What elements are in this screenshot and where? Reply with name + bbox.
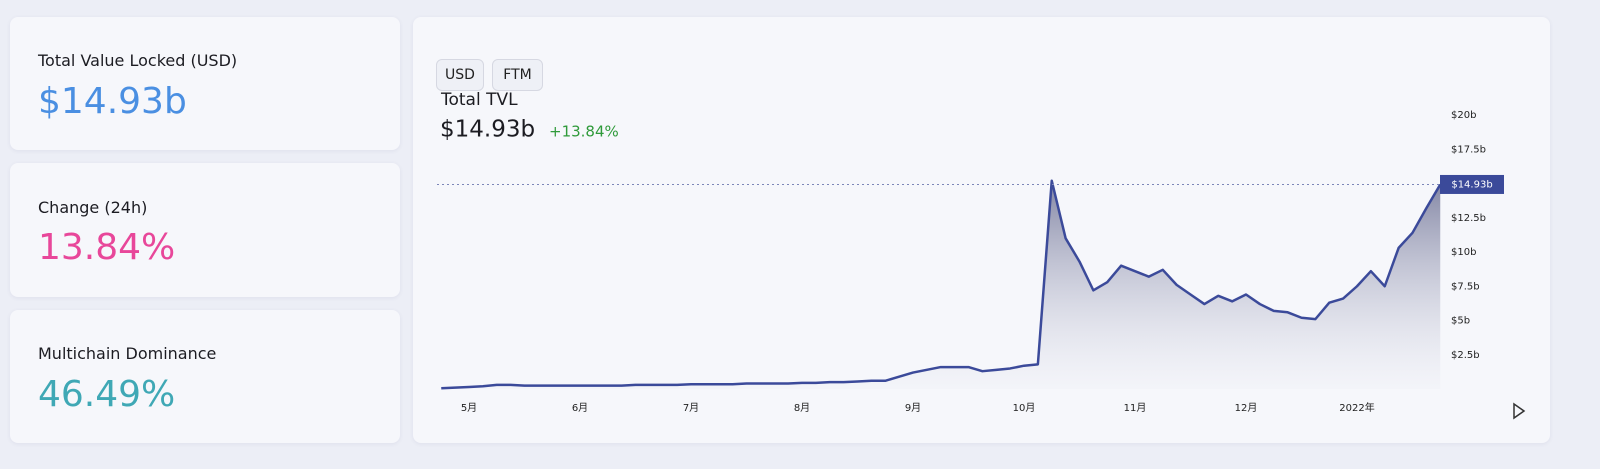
x-tick-label: 10月 xyxy=(1013,402,1036,414)
stat-value: 46.49% xyxy=(38,374,176,415)
x-tick-label: 12月 xyxy=(1235,402,1258,414)
stat-label: Total Value Locked (USD) xyxy=(38,51,238,70)
y-tick-label: $12.5b xyxy=(1451,213,1486,224)
toggle-button[interactable]: USD xyxy=(436,59,484,91)
x-tick-label: 9月 xyxy=(905,402,921,414)
headline-value: $14.93b xyxy=(440,117,535,143)
y-tick-label: $20b xyxy=(1451,110,1476,121)
toggle-button[interactable]: FTM xyxy=(492,59,543,91)
x-tick-label: 11月 xyxy=(1124,402,1147,414)
area xyxy=(441,180,1441,389)
reference-badge xyxy=(1440,174,1504,194)
x-tick-label: 2022年 xyxy=(1339,401,1374,414)
reference-label: $14.93b xyxy=(1451,179,1492,190)
y-tick-label: $2.5b xyxy=(1451,350,1480,361)
stat-value: 13.84% xyxy=(38,227,176,268)
y-tick-label: $10b xyxy=(1451,247,1476,258)
stat-label: Multichain Dominance xyxy=(38,344,217,363)
chart-title: Total TVL xyxy=(440,90,518,110)
stat-card: Multichain Dominance 46.49% xyxy=(10,310,400,443)
y-tick-label: $7.5b xyxy=(1451,281,1480,292)
x-tick-label: 6月 xyxy=(572,402,588,414)
x-tick-label: 5月 xyxy=(461,402,477,414)
headline-change: +13.84% xyxy=(549,123,619,141)
stat-label: Change (24h) xyxy=(38,198,148,217)
stat-card: Change (24h) 13.84% xyxy=(10,163,400,297)
play-button[interactable] xyxy=(1513,402,1526,420)
x-tick-label: 8月 xyxy=(794,402,810,414)
line xyxy=(441,179,1442,390)
x-tick-label: 7月 xyxy=(683,402,699,414)
stat-value: $14.93b xyxy=(38,81,187,122)
y-tick-label: $17.5b xyxy=(1451,144,1486,155)
stat-card: Total Value Locked (USD) $14.93b xyxy=(10,17,400,150)
y-tick-label: $5b xyxy=(1451,316,1470,327)
